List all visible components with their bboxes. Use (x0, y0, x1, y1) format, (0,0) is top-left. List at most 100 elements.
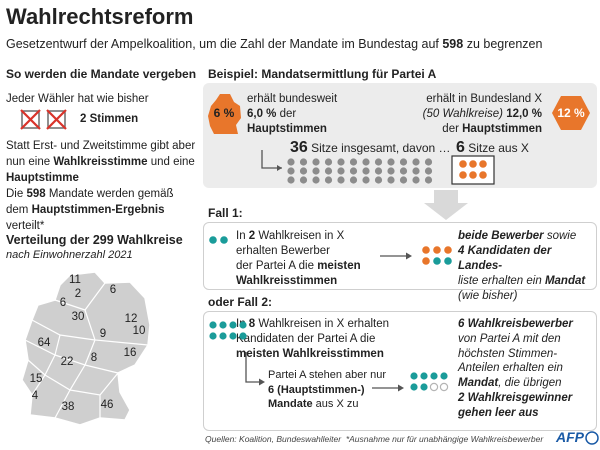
federal-icon: 6 % (208, 94, 241, 134)
text: , die übrigen (498, 377, 562, 390)
text: Mandate (268, 398, 313, 410)
case-box (203, 311, 597, 431)
federal-icon-label: 6 % (214, 106, 235, 120)
federal-text: erhält bundesweit 6,0 % der Hauptstimmen (247, 92, 377, 137)
left-para: Statt Erst- und Zweitstimme gibt aber nu… (6, 138, 196, 186)
text: 6 (458, 318, 465, 330)
element: der Partei A die meisten (236, 259, 406, 274)
element: 6,0 % der (247, 107, 377, 122)
case-label: Fall 1: (208, 206, 243, 220)
case-text: In 8 Wahlkreisen in X erhalten Kandidate… (236, 317, 446, 362)
element: Hauptstimmen (247, 122, 377, 137)
text: 4 (458, 245, 465, 257)
state-count: 11 (69, 274, 81, 286)
text: Wahlkreisbewerber (464, 318, 573, 330)
total-seats: 36 Sitze insgesamt, davon … (290, 139, 451, 157)
text: der Partei A die (236, 260, 318, 272)
state-count: 4 (32, 390, 39, 402)
map-subtitle: nach Einwohnerzahl 2021 (6, 249, 133, 261)
case-result: beide Bewerber sowie 4 Kandidaten der La… (458, 229, 598, 304)
text: liste erhalten ein (458, 275, 545, 287)
element: In 2 Wahlkreisen in X (236, 229, 406, 244)
element: Mandate aus X zu (268, 397, 408, 412)
text: Quellen: Koalition, Bundeswahlleiter (205, 434, 342, 444)
state-count: 6 (60, 297, 66, 309)
element: gehen leer aus (458, 406, 598, 421)
text: Wahlkreisstimmen (236, 275, 338, 287)
text: 2 Wahlkreisgewinner (458, 391, 573, 404)
text: Sitze aus X (464, 141, 529, 155)
element: 4 Kandidaten der Landes- (458, 244, 598, 274)
element: der Hauptstimmen (372, 122, 542, 137)
state-count: 22 (61, 356, 74, 368)
state-count: 30 (72, 311, 85, 323)
text: Die (6, 188, 27, 200)
left-heading: So werden die Mandate vergeben (6, 67, 197, 81)
text: verteilt* (6, 220, 45, 232)
element: Mandat, die übrigen (458, 376, 598, 391)
text: 36 (290, 139, 308, 156)
text: 12,0 % (506, 108, 542, 120)
element (208, 94, 241, 134)
text: aus X zu (312, 398, 359, 410)
state-count: 6 (110, 284, 116, 296)
state-text: erhält in Bundesland X (50 Wahlkreise) 1… (372, 92, 542, 137)
text: 2 (248, 230, 256, 242)
text: erhält in Bundesland X (426, 93, 542, 105)
element: meisten Wahlkreisstimmen (236, 347, 446, 362)
case-sub: Partei A stehen aber nur 6 (Hauptstimmen… (268, 368, 408, 412)
text: 6 (268, 383, 275, 396)
text: Gesetzentwurf der Ampelkoalition, um die… (6, 37, 443, 51)
text: gehen leer aus (458, 406, 539, 419)
state-count: 8 (91, 352, 97, 364)
state-count: 10 (133, 325, 146, 337)
text: von Partei A mit den (458, 332, 561, 345)
text: Wahlkreisen in X erhalten (255, 318, 390, 330)
text: meisten Wahlkreisstimmen (236, 348, 384, 360)
text: In (236, 318, 249, 330)
text: 598 (26, 188, 46, 200)
element: 2 Wahlkreisgewinner (458, 391, 598, 406)
element: Wahlkreisstimmen (236, 274, 406, 289)
case-result: 6 Wahlkreisbewerber von Partei A mit den… (458, 317, 598, 421)
element: 6 (Hauptstimmen-) (268, 383, 408, 398)
text: meisten (317, 260, 361, 272)
footer: Quellen: Koalition, Bundeswahlleiter *Au… (205, 434, 543, 444)
text: beide Bewerber (458, 230, 544, 242)
text: Partei A stehen aber nur (268, 369, 387, 381)
element (20, 109, 41, 130)
element (552, 96, 590, 130)
text: Mandat (544, 275, 586, 287)
text: Anteilen erhalten ein (458, 362, 563, 375)
element: 6 Wahlkreisbewerber (458, 317, 598, 332)
text: Sitze insgesamt, davon … (307, 141, 451, 155)
left-line: Jeder Wähler hat wie bisher (6, 93, 149, 105)
state-count: 9 (100, 328, 106, 340)
logo: AFP (556, 429, 584, 445)
element (46, 109, 67, 130)
state-icon: 12 % (552, 96, 590, 130)
text: (50 Wahlkreise) (422, 108, 507, 120)
text: Kandidaten der Partei A die (236, 333, 376, 345)
left-para: Die 598 Mandate werden gemäß dem Hauptst… (6, 186, 198, 234)
text: erhält bundesweit (247, 93, 338, 105)
logo-mark (585, 431, 599, 445)
votes: 2 Stimmen (80, 113, 139, 125)
text: 6,0 % (247, 108, 277, 120)
x-seats: 6 Sitze aus X (456, 139, 529, 157)
state-count: 16 (124, 347, 137, 359)
element (24, 282, 149, 419)
text: Hauptstimme (6, 172, 79, 184)
text: Hauptstimmen (247, 123, 327, 135)
text: zu begrenzen (463, 37, 543, 51)
text: Wahlkreisstimme (53, 156, 148, 168)
text: In (236, 230, 249, 242)
text: sowie (543, 230, 577, 242)
text: (wie bisher) (458, 290, 518, 302)
state-count: 12 (125, 313, 138, 325)
text: der (276, 108, 297, 120)
map-title: Verteilung der 299 Wahlkreise (6, 233, 183, 247)
text: der (442, 123, 463, 135)
